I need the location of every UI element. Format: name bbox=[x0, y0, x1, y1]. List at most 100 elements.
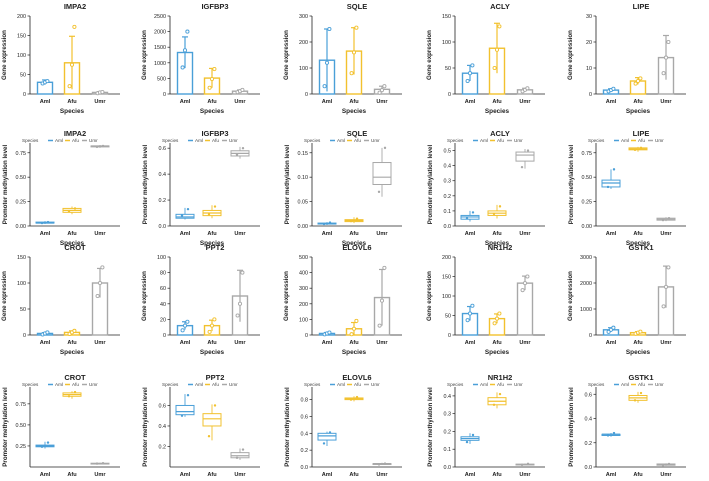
y-tick-label: 0.6 bbox=[301, 414, 309, 420]
data-point-aml bbox=[186, 394, 190, 397]
x-tick-label-afu: Afu bbox=[207, 472, 217, 478]
x-tick-label-afu: Afu bbox=[67, 231, 77, 237]
y-axis-label: Promoter methylation level bbox=[427, 387, 434, 467]
data-point-afu bbox=[349, 332, 354, 337]
legend-label-umr: Umr bbox=[371, 382, 380, 387]
data-point-afu bbox=[67, 395, 71, 398]
data-point-aml bbox=[40, 445, 44, 448]
y-tick-label: 0.0 bbox=[585, 465, 593, 471]
data-point-umr bbox=[379, 88, 385, 93]
data-point-afu bbox=[498, 392, 502, 396]
y-tick-label: 0.2 bbox=[444, 194, 452, 200]
panel-title: SQLE bbox=[347, 2, 367, 11]
panel-title: LIPE bbox=[633, 129, 650, 138]
data-point-aml bbox=[324, 60, 330, 65]
data-point-umr bbox=[377, 463, 381, 466]
x-axis-label: Species bbox=[60, 240, 85, 247]
y-tick-label: 0.15 bbox=[298, 151, 309, 157]
x-tick-label-aml: Aml bbox=[40, 99, 51, 105]
legend-label-aml: Aml bbox=[480, 138, 488, 143]
data-point-afu bbox=[72, 328, 77, 333]
y-tick-label: 50 bbox=[445, 66, 451, 72]
data-point-afu bbox=[349, 398, 353, 401]
y-tick-label: 0 bbox=[23, 92, 26, 98]
y-tick-label: 200 bbox=[442, 255, 451, 261]
data-point-aml bbox=[612, 168, 616, 171]
data-point-afu bbox=[639, 391, 643, 395]
x-axis-label: Species bbox=[626, 349, 651, 356]
data-point-umr bbox=[520, 165, 524, 169]
legend-label-aml: Aml bbox=[55, 382, 63, 387]
data-point-afu bbox=[212, 66, 217, 72]
data-point-aml bbox=[322, 84, 327, 89]
data-point-aml bbox=[180, 414, 184, 417]
y-tick-label: 0.4 bbox=[159, 172, 167, 178]
data-point-afu bbox=[69, 62, 75, 67]
data-point-umr bbox=[379, 298, 385, 303]
x-tick-label-afu: Afu bbox=[349, 340, 359, 346]
x-tick-label-afu: Afu bbox=[349, 99, 359, 105]
data-point-umr bbox=[382, 265, 387, 270]
data-point-afu bbox=[351, 326, 357, 331]
legend-label-aml: Aml bbox=[621, 382, 629, 387]
y-axis-label: Promoter methylation level bbox=[284, 145, 291, 225]
x-tick-label-umr: Umr bbox=[519, 99, 531, 105]
y-tick-label: 3000 bbox=[580, 255, 592, 261]
data-point-aml bbox=[182, 48, 188, 53]
x-tick-label-aml: Aml bbox=[465, 472, 476, 478]
data-point-umr bbox=[667, 216, 671, 220]
legend-label-umr: Umr bbox=[655, 138, 664, 143]
data-point-aml bbox=[180, 65, 185, 70]
panel-crot-box: CROT Species Aml Afu Umr 0.25 0.50 0.75 Promoter… bbox=[2, 373, 120, 478]
data-point-aml bbox=[186, 207, 190, 211]
data-point-aml bbox=[467, 71, 473, 76]
data-point-afu bbox=[213, 404, 217, 407]
y-tick-label: 50 bbox=[20, 73, 26, 79]
y-tick-label: 150 bbox=[442, 14, 451, 20]
x-axis-label: Species bbox=[200, 108, 225, 115]
y-tick-label: 0.00 bbox=[298, 224, 309, 230]
data-point-aml bbox=[46, 441, 50, 444]
data-point-afu bbox=[494, 47, 500, 52]
y-tick-label: 0.05 bbox=[298, 200, 309, 206]
data-point-umr bbox=[101, 462, 105, 465]
x-tick-label-afu: Afu bbox=[492, 340, 502, 346]
panel-igfbp3-bar: IGFBP3 0 500 1000 1500 2000 2500 Gene expressio… bbox=[141, 2, 260, 115]
data-point-umr bbox=[666, 39, 671, 45]
y-axis-label: Promoter methylation level bbox=[568, 145, 575, 225]
data-point-umr bbox=[95, 145, 99, 149]
data-point-aml bbox=[182, 323, 188, 328]
legend-label-umr: Umr bbox=[229, 138, 238, 143]
y-tick-label: 0.6 bbox=[159, 146, 167, 152]
y-tick-label: 0 bbox=[589, 333, 592, 339]
panel-acly-bar: ACLY 0 50 100 150 Gene expression Aml Afu Umr Spe… bbox=[426, 2, 545, 115]
panel-title: LIPE bbox=[633, 2, 650, 11]
data-point-umr bbox=[522, 281, 528, 286]
y-tick-label: 100 bbox=[442, 40, 451, 46]
legend-title: Species bbox=[162, 382, 179, 387]
data-point-aml bbox=[185, 319, 190, 324]
data-point-afu bbox=[73, 390, 77, 394]
data-point-afu bbox=[351, 50, 357, 55]
legend-label-afu: Afu bbox=[72, 138, 79, 143]
x-tick-label-aml: Aml bbox=[465, 99, 476, 105]
data-point-umr bbox=[663, 284, 669, 289]
legend-title: Species bbox=[162, 138, 179, 143]
x-tick-label-afu: Afu bbox=[492, 99, 502, 105]
y-tick-label: 0 bbox=[305, 92, 308, 98]
y-axis-label: Gene expression bbox=[283, 30, 290, 80]
data-point-umr bbox=[667, 462, 671, 466]
y-tick-label: 50 bbox=[445, 314, 451, 320]
data-point-afu bbox=[633, 399, 637, 402]
data-point-aml bbox=[470, 63, 475, 68]
y-tick-label: 100 bbox=[157, 255, 166, 261]
data-point-afu bbox=[67, 210, 71, 213]
y-tick-label: 500 bbox=[299, 255, 308, 261]
box-aml bbox=[175, 404, 195, 416]
data-point-afu bbox=[355, 217, 359, 220]
y-axis-label: Promoter methylation level bbox=[568, 387, 575, 467]
panel-gstk1-bar: GSTK1 0 1000 2000 3000 Gene expression Aml Afu U… bbox=[567, 243, 686, 356]
data-point-afu bbox=[213, 205, 217, 208]
data-point-umr bbox=[235, 456, 239, 459]
y-tick-label: 0.2 bbox=[159, 198, 167, 204]
